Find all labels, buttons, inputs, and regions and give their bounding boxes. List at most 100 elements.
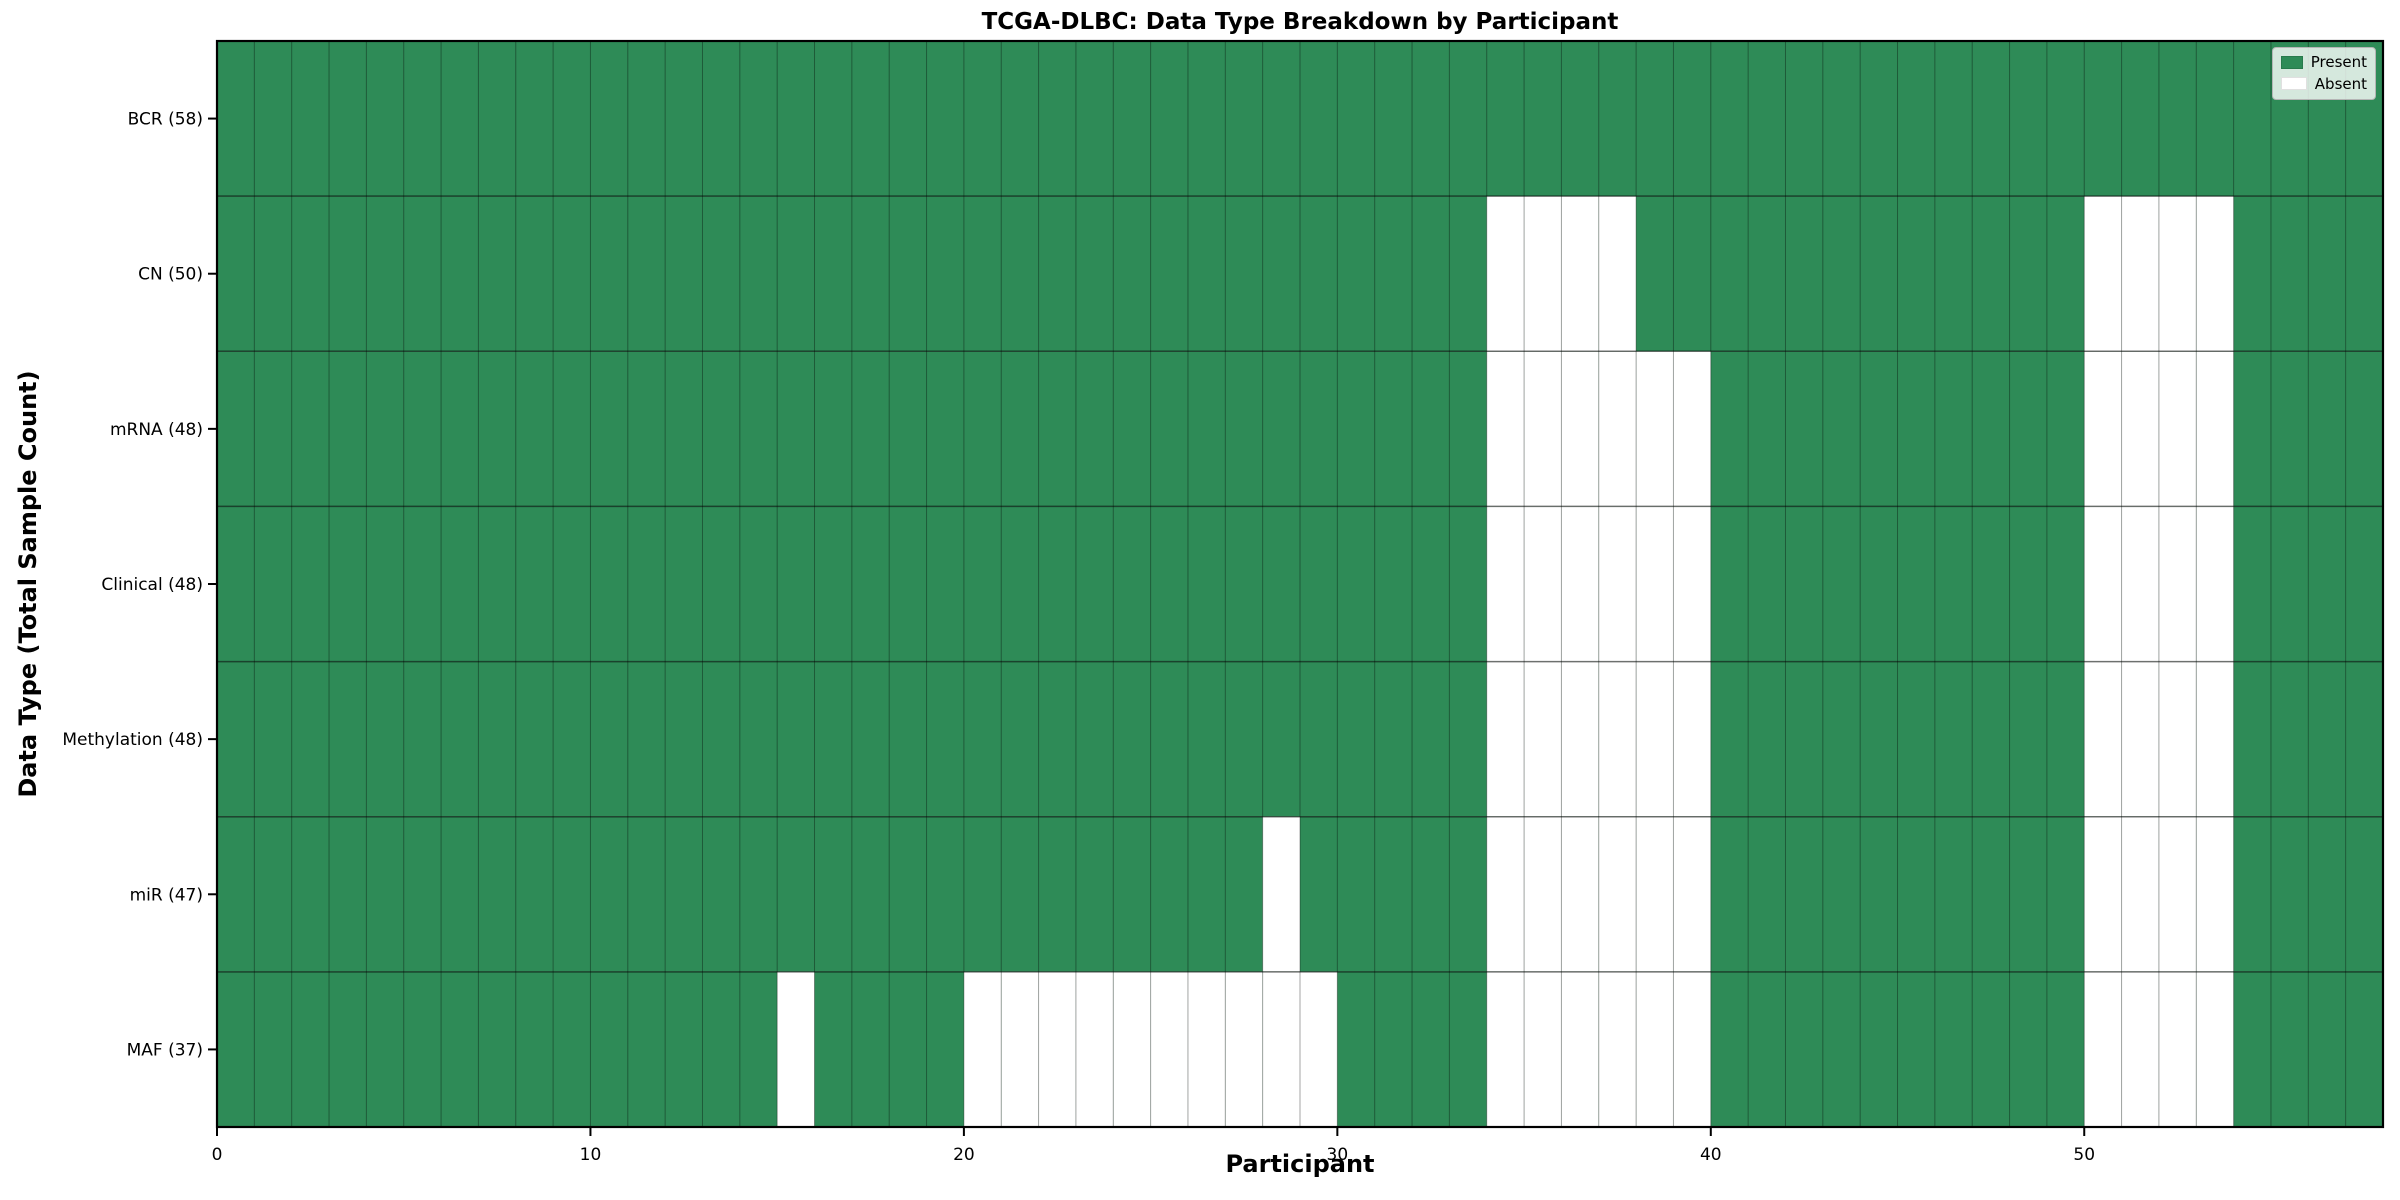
- heatmap-cell-absent: [2121, 351, 2159, 507]
- x-tick-label: 40: [1700, 1145, 1722, 1165]
- x-tick-label: 10: [580, 1145, 602, 1165]
- heatmap-cell-absent: [1636, 351, 1674, 507]
- heatmap-cell-absent: [1486, 816, 1525, 972]
- heatmap-cell-absent: [2084, 196, 2122, 352]
- y-tick-label: Methylation (48): [62, 730, 203, 750]
- x-tick-label: 0: [212, 1145, 223, 1165]
- legend-entry-absent: Absent: [2281, 74, 2367, 93]
- heatmap-cell-absent: [1636, 506, 1674, 662]
- chart-title: TCGA-DLBC: Data Type Breakdown by Partic…: [981, 9, 1619, 35]
- heatmap-cell-absent: [1598, 196, 1637, 352]
- heatmap-cell-absent: [777, 971, 815, 1127]
- heatmap-row-present: [217, 41, 2383, 197]
- heatmap-cell-absent: [2084, 816, 2122, 972]
- y-tick-label: MAF (37): [127, 1040, 203, 1060]
- heatmap-cell-absent: [2158, 351, 2197, 507]
- x-tick-label: 30: [1327, 1145, 1349, 1165]
- heatmap-cell-absent: [1001, 971, 1039, 1127]
- heatmap-cell-absent: [1486, 661, 1525, 817]
- heatmap-cell-absent: [2158, 196, 2197, 352]
- heatmap-cell-absent: [1598, 816, 1637, 972]
- heatmap-cell-absent: [1673, 971, 1711, 1127]
- heatmap-cell-absent: [2121, 506, 2159, 662]
- heatmap-cell-absent: [2158, 506, 2197, 662]
- heatmap-cell-absent: [2084, 661, 2122, 817]
- legend-label-present: Present: [2310, 53, 2367, 71]
- heatmap-cell-absent: [1300, 971, 1338, 1127]
- legend-swatch-absent-icon: [2281, 77, 2307, 91]
- heatmap-cell-absent: [1187, 971, 1226, 1127]
- heatmap-cell-absent: [1561, 971, 1599, 1127]
- y-tick-label: mRNA (48): [110, 420, 203, 440]
- heatmap-cell-absent: [2196, 506, 2234, 662]
- heatmap-cell-absent: [1524, 661, 1562, 817]
- heatmap-cell-absent: [1486, 196, 1525, 352]
- heatmap-cell-absent: [1113, 971, 1151, 1127]
- heatmap-cell-absent: [1262, 816, 1300, 972]
- heatmap-cell-absent: [2196, 196, 2234, 352]
- heatmap-cell-absent: [1561, 816, 1599, 972]
- heatmap-cell-absent: [1598, 506, 1637, 662]
- heatmap-cell-absent: [1038, 971, 1076, 1127]
- heatmap-cell-absent: [2121, 816, 2159, 972]
- y-tick-label: BCR (58): [128, 110, 203, 130]
- y-tick-label: CN (50): [138, 265, 203, 285]
- heatmap-cell-absent: [2196, 661, 2234, 817]
- heatmap-cell-absent: [2084, 506, 2122, 662]
- heatmap-cell-absent: [2196, 971, 2234, 1127]
- legend-label-absent: Absent: [2314, 74, 2367, 93]
- heatmap-cell-absent: [2084, 351, 2122, 507]
- heatmap-cell-absent: [2121, 196, 2159, 352]
- heatmap-cell-absent: [1673, 506, 1711, 662]
- legend-swatch-present-icon: [2281, 55, 2303, 69]
- heatmap-cell-absent: [1524, 971, 1562, 1127]
- heatmap-cell-absent: [1561, 196, 1599, 352]
- heatmap-cell-absent: [1636, 661, 1674, 817]
- heatmap-cell-absent: [2196, 351, 2234, 507]
- y-axis-label: Data Type (Total Sample Count): [14, 370, 42, 798]
- heatmap-cell-absent: [2158, 816, 2197, 972]
- heatmap-cell-absent: [1524, 196, 1562, 352]
- heatmap-row-present: [217, 506, 2383, 662]
- heatmap-cell-absent: [1561, 661, 1599, 817]
- heatmap-cell-absent: [1673, 661, 1711, 817]
- heatmap-cell-absent: [2158, 971, 2197, 1127]
- heatmap-cell-absent: [1598, 351, 1637, 507]
- heatmap-cell-absent: [1636, 971, 1674, 1127]
- heatmap-cell-absent: [1524, 506, 1562, 662]
- heatmap-cell-absent: [1636, 816, 1674, 972]
- heatmap-cell-absent: [1486, 351, 1525, 507]
- heatmap-cell-absent: [2084, 971, 2122, 1127]
- heatmap-cell-absent: [1486, 506, 1525, 662]
- y-tick-label: miR (47): [130, 885, 203, 905]
- x-tick-label: 50: [2073, 1145, 2095, 1165]
- heatmap-cell-absent: [1598, 661, 1637, 817]
- y-tick-label: Clinical (48): [101, 575, 203, 595]
- heatmap-cell-absent: [1673, 816, 1711, 972]
- heatmap-row-present: [217, 661, 2383, 817]
- legend-entry-present: Present: [2281, 54, 2367, 71]
- heatmap-cell-absent: [1225, 971, 1263, 1127]
- heatmap-cell-absent: [1150, 971, 1188, 1127]
- heatmap-cell-absent: [2121, 661, 2159, 817]
- heatmap-cell-absent: [2196, 816, 2234, 972]
- heatmap-cell-absent: [1598, 971, 1637, 1127]
- heatmap-cell-absent: [1561, 351, 1599, 507]
- heatmap-row-present: [217, 351, 2383, 507]
- heatmap-cell-absent: [1262, 971, 1300, 1127]
- heatmap-cell-absent: [1561, 506, 1599, 662]
- heatmap-cell-absent: [1524, 816, 1562, 972]
- heatmap-cell-absent: [2158, 661, 2197, 817]
- heatmap-cell-absent: [963, 971, 1002, 1127]
- heatmap-cell-absent: [1486, 971, 1525, 1127]
- x-tick-label: 20: [953, 1145, 975, 1165]
- heatmap-cell-absent: [1075, 971, 1114, 1127]
- legend: Present Absent: [2272, 47, 2376, 100]
- heatmap-cell-absent: [1524, 351, 1562, 507]
- heatmap-cell-absent: [1673, 351, 1711, 507]
- x-axis-label: Participant: [1225, 1150, 1375, 1178]
- heatmap-row-present: [217, 196, 2383, 352]
- heatmap-cell-absent: [2121, 971, 2159, 1127]
